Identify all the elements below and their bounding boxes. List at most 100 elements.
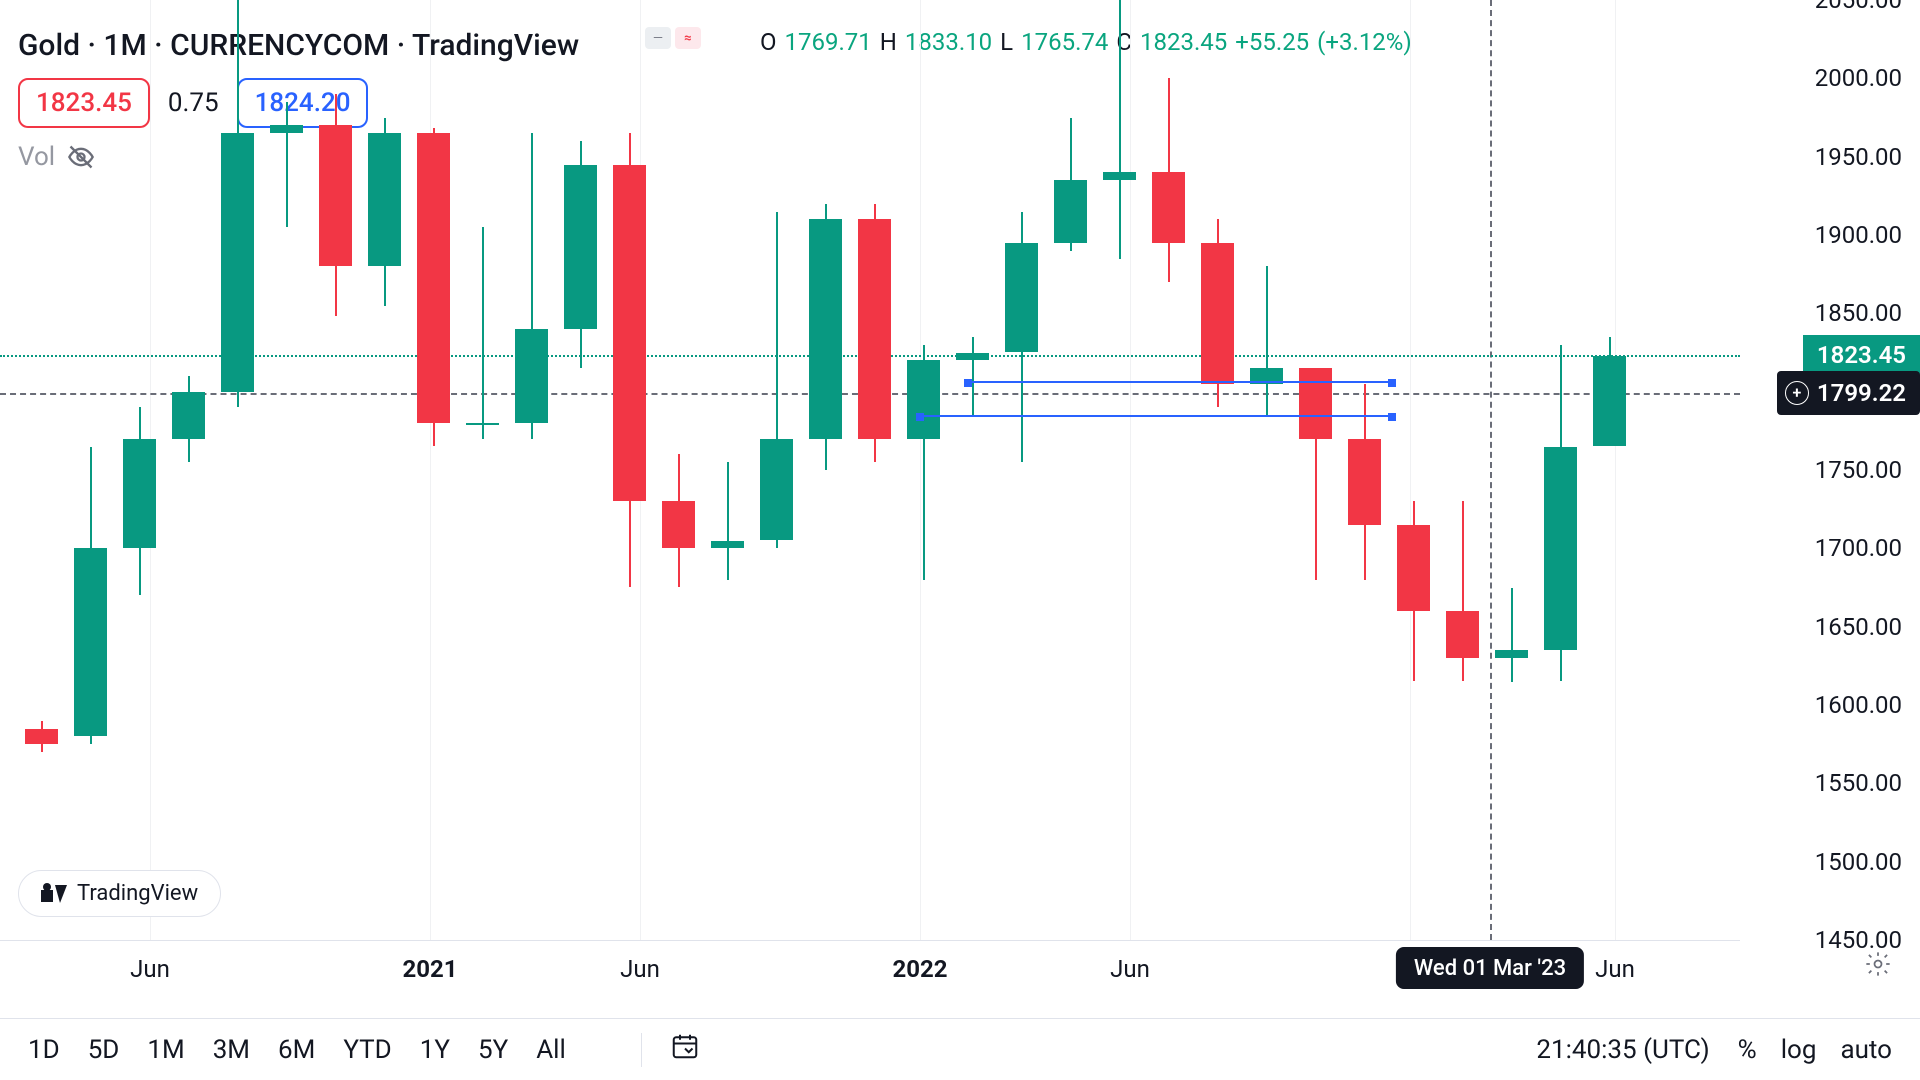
candle-wick [1511, 588, 1513, 682]
candle-body [1446, 611, 1479, 658]
xtick: Jun [130, 955, 170, 983]
gear-icon[interactable] [1864, 950, 1892, 978]
candle-body [319, 125, 352, 266]
candle[interactable] [123, 0, 156, 940]
candle-body [907, 360, 940, 438]
candle-body [858, 219, 891, 438]
trend-line[interactable] [920, 415, 1392, 417]
candle-body [1348, 439, 1381, 525]
candle[interactable] [319, 0, 352, 940]
scale-options: % logauto [1738, 1035, 1892, 1065]
add-alert-icon[interactable]: + [1785, 381, 1809, 405]
candle[interactable] [1397, 0, 1430, 940]
candle[interactable] [417, 0, 450, 940]
candle[interactable] [368, 0, 401, 940]
candle-wick [727, 462, 729, 580]
candle[interactable] [1201, 0, 1234, 940]
candle[interactable] [907, 0, 940, 940]
candle-body [809, 219, 842, 438]
candle[interactable] [858, 0, 891, 940]
candle-body [466, 423, 499, 425]
ytick: 1950.00 [1815, 143, 1902, 171]
candle[interactable] [25, 0, 58, 940]
candle-body [711, 541, 744, 549]
candle[interactable] [1103, 0, 1136, 940]
candle-body [123, 439, 156, 549]
chart-plot[interactable] [0, 0, 1740, 940]
timeframe-group: 1D 5D 1M 3M 6M YTD 1Y 5Y All [28, 1031, 700, 1068]
xtick: Jun [620, 955, 660, 983]
timeframe-5y[interactable]: 5Y [478, 1035, 508, 1065]
trend-line[interactable] [968, 381, 1392, 383]
candle[interactable] [1495, 0, 1528, 940]
candle[interactable] [956, 0, 989, 940]
candle[interactable] [270, 0, 303, 940]
candle-body [515, 329, 548, 423]
candle[interactable] [221, 0, 254, 940]
candle[interactable] [1593, 0, 1626, 940]
timeframe-1m[interactable]: 1M [147, 1035, 184, 1065]
candle[interactable] [1544, 0, 1577, 940]
candle[interactable] [760, 0, 793, 940]
candle-body [1593, 356, 1626, 447]
crosshair-vertical [1490, 0, 1492, 940]
crosshair-date-tag: Wed 01 Mar '23 [1396, 947, 1584, 989]
ytick: 1500.00 [1815, 848, 1902, 876]
timeframe-all[interactable]: All [536, 1035, 566, 1065]
candle-body [1299, 368, 1332, 439]
timeframe-5d[interactable]: 5D [88, 1035, 120, 1065]
candle-body [1544, 447, 1577, 651]
ytick: 1850.00 [1815, 299, 1902, 327]
timeframe-ytd[interactable]: YTD [343, 1035, 391, 1065]
candle[interactable] [1054, 0, 1087, 940]
candle[interactable] [515, 0, 548, 940]
candle-body [1152, 172, 1185, 243]
candle-body [1201, 243, 1234, 384]
current-price-tag[interactable]: 1823.45 [1803, 335, 1920, 375]
candle[interactable] [662, 0, 695, 940]
scale-auto[interactable]: auto [1840, 1035, 1892, 1065]
candle[interactable] [1348, 0, 1381, 940]
candle[interactable] [1152, 0, 1185, 940]
xtick: Jun [1110, 955, 1150, 983]
calendar-button[interactable] [670, 1031, 700, 1068]
candle-wick [1266, 266, 1268, 415]
y-axis[interactable]: 1450.001500.001550.001600.001650.001700.… [1740, 0, 1920, 940]
candle[interactable] [466, 0, 499, 940]
xtick: Jun [1595, 955, 1635, 983]
candle[interactable] [74, 0, 107, 940]
candle-wick [972, 337, 974, 415]
candle[interactable] [711, 0, 744, 940]
candle[interactable] [172, 0, 205, 940]
candle-wick [482, 227, 484, 439]
ytick: 1900.00 [1815, 221, 1902, 249]
candle[interactable] [564, 0, 597, 940]
candle-body [25, 729, 58, 745]
candle[interactable] [613, 0, 646, 940]
candle-body [417, 133, 450, 423]
tradingview-badge[interactable]: TradingView [18, 870, 221, 917]
crosshair-price-tag[interactable]: +1799.22 [1777, 371, 1920, 415]
timeframe-1y[interactable]: 1Y [420, 1035, 450, 1065]
timeframe-1d[interactable]: 1D [28, 1035, 60, 1065]
timeframe-6m[interactable]: 6M [278, 1035, 315, 1065]
x-axis[interactable]: Jun2021Jun2022JunJunWed 01 Mar '23 [0, 940, 1740, 1000]
candle-body [1397, 525, 1430, 611]
scale-log[interactable]: log [1781, 1035, 1817, 1065]
ytick: 1550.00 [1815, 769, 1902, 797]
candle[interactable] [1446, 0, 1479, 940]
candle-body [1495, 650, 1528, 658]
candle[interactable] [1005, 0, 1038, 940]
candle-body [368, 133, 401, 266]
candle-body [172, 392, 205, 439]
candle-body [613, 165, 646, 502]
calendar-icon[interactable] [670, 1031, 700, 1061]
candle-body [1103, 172, 1136, 180]
candle[interactable] [1299, 0, 1332, 940]
candle-wick [1119, 0, 1121, 259]
candle-body [1054, 180, 1087, 243]
candle[interactable] [809, 0, 842, 940]
candle[interactable] [1250, 0, 1283, 940]
scale-pct[interactable]: % [1738, 1035, 1757, 1065]
timeframe-3m[interactable]: 3M [213, 1035, 250, 1065]
